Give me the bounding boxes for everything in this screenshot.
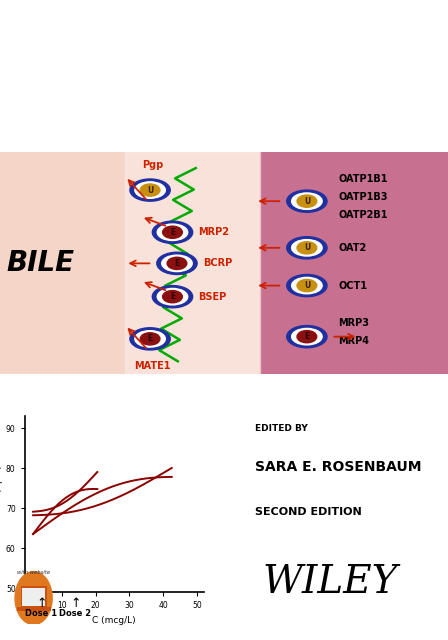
Text: OATP1B1: OATP1B1 — [338, 174, 388, 184]
Text: WILEY: WILEY — [262, 564, 397, 601]
Y-axis label: Heart Rate (bpm): Heart Rate (bpm) — [0, 465, 3, 543]
Bar — [22, 588, 45, 605]
Text: with website: with website — [17, 570, 50, 575]
Text: E: E — [170, 292, 175, 301]
Text: E: E — [147, 334, 153, 344]
Ellipse shape — [152, 221, 193, 243]
Text: U: U — [304, 243, 310, 252]
Text: U: U — [304, 196, 310, 205]
Text: ↑: ↑ — [36, 597, 47, 610]
Text: BASIC: BASIC — [20, 8, 142, 42]
Text: AN INTEGRATED TEXTBOOK AND COMPUTER SIMULATIONS: AN INTEGRATED TEXTBOOK AND COMPUTER SIMU… — [64, 377, 384, 387]
Text: Dose 2: Dose 2 — [59, 609, 91, 618]
Ellipse shape — [287, 190, 327, 212]
Bar — [0, 152, 260, 374]
Text: BSEP: BSEP — [198, 292, 227, 301]
Bar — [125, 152, 260, 374]
Text: SECOND EDITION: SECOND EDITION — [255, 507, 362, 517]
Text: U: U — [304, 281, 310, 290]
Bar — [21, 586, 47, 608]
Ellipse shape — [152, 285, 193, 308]
Ellipse shape — [292, 328, 322, 345]
Text: E: E — [174, 259, 180, 268]
X-axis label: C (mcg/L): C (mcg/L) — [92, 616, 136, 625]
Ellipse shape — [287, 237, 327, 259]
Text: MRP4: MRP4 — [338, 336, 369, 346]
Bar — [17, 607, 51, 611]
Ellipse shape — [130, 179, 170, 201]
Text: EDITED BY: EDITED BY — [255, 424, 308, 433]
Ellipse shape — [297, 330, 317, 343]
Text: PHARMACODYNAMICS: PHARMACODYNAMICS — [20, 104, 330, 127]
Ellipse shape — [292, 239, 322, 256]
Text: Dose 1: Dose 1 — [26, 609, 58, 618]
Text: U: U — [147, 186, 153, 195]
Text: OATP1B3: OATP1B3 — [338, 192, 388, 202]
Text: SARA E. ROSENBAUM: SARA E. ROSENBAUM — [255, 460, 422, 474]
Ellipse shape — [297, 195, 317, 207]
Bar — [260, 152, 448, 374]
Ellipse shape — [162, 255, 192, 271]
Ellipse shape — [157, 224, 188, 241]
Text: OCT1: OCT1 — [338, 280, 367, 291]
Text: MRP2: MRP2 — [198, 227, 229, 237]
Ellipse shape — [163, 291, 182, 303]
Ellipse shape — [140, 333, 160, 345]
Text: E: E — [304, 332, 310, 341]
Ellipse shape — [297, 280, 317, 292]
Text: E: E — [170, 228, 175, 237]
Text: OATP2B1: OATP2B1 — [338, 209, 388, 220]
Ellipse shape — [157, 252, 197, 275]
Ellipse shape — [135, 331, 165, 347]
Text: OAT2: OAT2 — [338, 243, 366, 253]
Ellipse shape — [292, 193, 322, 209]
Ellipse shape — [140, 184, 160, 196]
Circle shape — [15, 572, 52, 625]
Ellipse shape — [157, 289, 188, 305]
Ellipse shape — [292, 277, 322, 294]
Text: MATE1: MATE1 — [134, 360, 171, 371]
Ellipse shape — [130, 328, 170, 350]
Text: Pgp: Pgp — [142, 159, 163, 170]
Ellipse shape — [163, 226, 182, 238]
Ellipse shape — [287, 275, 327, 297]
Ellipse shape — [287, 326, 327, 348]
Text: MRP3: MRP3 — [338, 318, 369, 328]
Text: ↑: ↑ — [70, 597, 81, 610]
Text: BILE: BILE — [6, 250, 74, 277]
Ellipse shape — [167, 257, 187, 269]
Ellipse shape — [135, 182, 165, 198]
Ellipse shape — [297, 242, 317, 254]
Text: PHARMACOKINETICS AND: PHARMACOKINETICS AND — [20, 58, 381, 82]
Text: BCRP: BCRP — [203, 259, 232, 268]
